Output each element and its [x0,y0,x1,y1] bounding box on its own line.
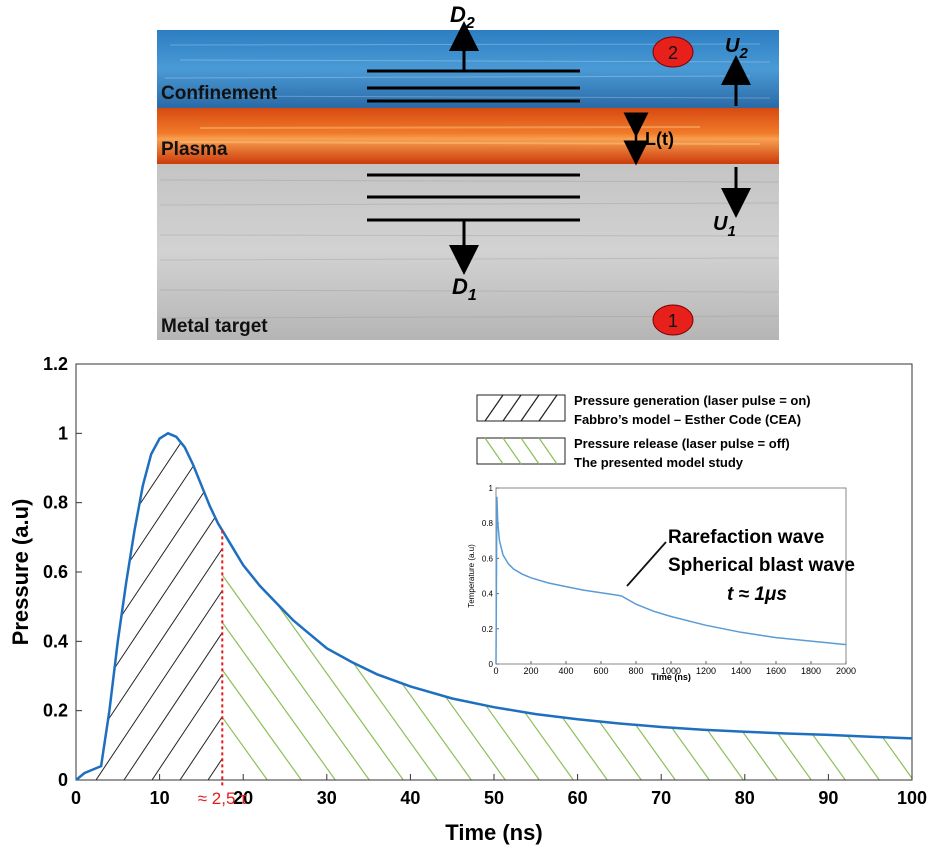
inset-x-tick-label: 0 [493,666,498,676]
inset-y-tick-label: 0 [489,660,494,669]
legend: Pressure generation (laser pulse = on) F… [476,393,811,470]
hatch-line [76,433,223,780]
inset-y-tick-label: 0.2 [482,625,494,634]
hatch-line [222,549,370,780]
hatch-line [849,549,913,780]
shock-front-lines-bottom [367,173,580,222]
inset-x-tick-label: 800 [628,666,643,676]
hatch-line [222,549,302,780]
hatch-line [0,330,4,780]
y-tick-label: 1.2 [43,354,68,374]
inset-annotation-line3: t ≈ 1μs [727,584,787,605]
inset-temperature-chart: 0 200 400 600 800 1000 1200 1400 1600 1800 2000 0 0.… [467,484,856,682]
inset-y-tick-label: 0.6 [482,554,494,563]
hatch-line [76,433,223,780]
y-tick-label: 0.2 [43,701,68,721]
hatch-line [271,549,438,780]
thickness-label: L(t) [645,129,674,149]
x-tick-label: 0 [71,788,81,808]
hatch-line [222,549,268,780]
y-tick-label: 0 [58,770,68,790]
y-tick-label: 0.8 [43,493,68,513]
x-axis-label: Time (ns) [445,820,542,845]
hatch-line [237,549,404,780]
confinement-label: Confinement [161,83,278,104]
x-tick-label: 20 [233,788,253,808]
svg-text:The presented model study: The presented model study [574,455,744,470]
legend-entry-release: Pressure release (laser pulse = off) The… [476,436,790,470]
inset-annotation-line2: Spherical blast wave [668,555,855,576]
inset-x-tick-label: 1800 [801,666,821,676]
inset-temperature-line [495,496,847,665]
y-tick-label: 0.6 [43,562,68,582]
svg-text:1: 1 [668,311,678,331]
hatch-line [883,549,913,780]
hatch-line [95,433,223,780]
hatch-line [222,549,336,780]
region-2-marker: 2 [652,36,694,68]
hatch-line [305,549,472,780]
inset-x-tick-label: 1200 [696,666,716,676]
svg-text:2: 2 [668,43,678,63]
legend-entry-generation: Pressure generation (laser pulse = on) F… [476,393,811,427]
inset-y-label: Temperature (a.u) [467,544,476,608]
inset-y-tick-label: 0.4 [482,590,494,599]
x-tick-label: 30 [317,788,337,808]
x-tick-label: 60 [568,788,588,808]
inset-x-tick-label: 2000 [836,666,856,676]
hatch-line [179,433,223,780]
inset-x-tick-label: 200 [523,666,538,676]
u2-label: U2 [725,35,748,62]
x-tick-label: 10 [150,788,170,808]
inset-x-label: Time (ns) [651,672,691,682]
x-tick-label: 80 [735,788,755,808]
x-tick-label: 70 [651,788,671,808]
hatch-line [76,433,223,780]
inset-frame [495,487,847,665]
svg-text:Pressure generation (laser pul: Pressure generation (laser pulse = on) [574,393,811,408]
inset-x-tick-label: 1600 [766,666,786,676]
svg-text:Fabbro’s model – Esther Code (: Fabbro’s model – Esther Code (CEA) [574,412,801,427]
inset-x-tick-label: 1000 [661,666,681,676]
y-tick-label: 1 [58,423,68,443]
y-axis-label: Pressure (a.u) [8,499,33,646]
inset-y-tick-label: 1 [489,484,494,493]
y-tick-label: 0.4 [43,631,68,651]
x-tick-label: 50 [484,788,504,808]
pressure-series-line [75,431,913,781]
plasma-label: Plasma [161,139,228,160]
inset-annotation-line1: Rarefaction wave [668,527,824,548]
hatch-line [151,433,223,780]
inset-x-tick-label: 400 [558,666,573,676]
svg-text:Pressure release (laser pulse: Pressure release (laser pulse = off) [574,436,790,451]
plasma-layer [157,108,779,164]
x-tick-label: 100 [897,788,927,808]
d1-label: D1 [452,274,477,304]
time-marker-label: ≈ 2,5 τ [198,789,247,808]
x-tick-label: 40 [400,788,420,808]
shock-front-lines-top [367,69,580,103]
hatch-line [918,550,935,780]
inset-y-tick-label: 0.8 [482,519,494,528]
hatch-line [123,433,223,780]
shock-schematic: D2 D1 U2 U1 L(t) Confinement Plasma Meta… [157,2,779,340]
metal-target-label: Metal target [161,316,268,337]
d2-label: D2 [450,2,475,32]
hatch-line [76,433,223,780]
x-tick-label: 90 [818,788,838,808]
inset-x-tick-label: 1400 [731,666,751,676]
hatch-line [76,433,223,780]
region-1-marker: 1 [652,304,694,336]
inset-annotation-pointer [626,541,667,587]
inset-x-tick-label: 600 [593,666,608,676]
u1-label: U1 [713,213,736,240]
hatch-line [339,549,506,780]
